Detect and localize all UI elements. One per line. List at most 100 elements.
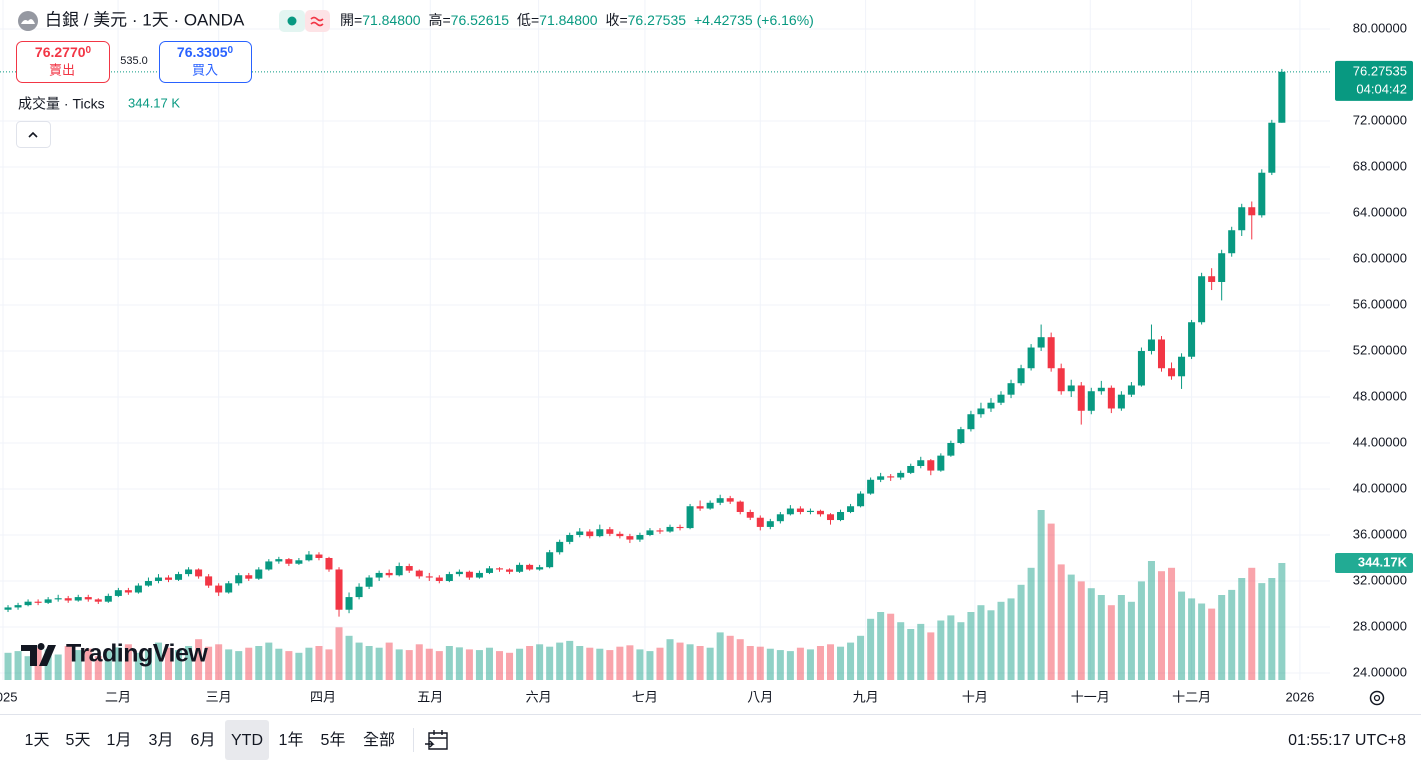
volume-bar [164,647,173,680]
collapse-icon [28,131,38,138]
candle-body [1178,356,1186,377]
volume-bar [1147,561,1155,680]
sell-button[interactable] [16,41,110,83]
volume-bar [365,646,373,680]
volume-bar [1047,523,1055,680]
period-button[interactable]: 全部 [363,731,395,749]
candle-body [295,560,303,564]
volume-bar [887,613,895,680]
volume-bar [325,649,333,680]
candle-body [596,529,604,537]
period-button[interactable]: 6月 [191,732,216,749]
buy-button[interactable] [159,41,252,83]
buy-price: 76.33050 [177,44,234,60]
candle-body [1208,276,1216,282]
volume-bar [806,649,814,680]
candle-body [1057,368,1065,392]
candle-body [154,577,162,581]
candle-body [566,534,574,542]
volume-bar [154,642,162,680]
volume-bar [1037,510,1045,680]
ohlc-label: 高= [428,12,450,28]
volume-bar [897,622,905,680]
candle-body [1137,350,1145,386]
compare-range-icon[interactable] [425,730,448,750]
candle-body [696,506,704,509]
candle-body [857,493,865,507]
volume-bar [1007,598,1015,680]
data-badge-icon [310,16,324,27]
x-tick-label: 五月 [417,689,443,704]
volume-bar [776,650,784,680]
candle-body [816,510,824,515]
volume-bar [706,647,714,680]
candle-body [275,559,283,562]
y-tick-label: 40.00000 [1353,480,1407,495]
symbol-title[interactable]: 白銀 / 美元 · 1天 · OANDA [45,10,245,29]
volume-bar [1208,608,1216,680]
sell-price-small: 0 [86,45,92,56]
volume-bar [816,646,824,680]
market-open-dot [287,16,297,26]
active-period-highlight [225,720,269,760]
settings-icon[interactable] [1369,690,1385,706]
clock[interactable]: 01:55:17 UTC+8 [1288,732,1406,749]
volume-bar [997,601,1005,680]
volume-bar [1127,601,1135,680]
indicator-name[interactable]: 成交量 · Ticks [18,96,105,112]
candle-body [114,590,122,596]
x-tick-label: 十二月 [1172,689,1211,704]
candle-body [365,577,373,587]
volume-bar [144,649,152,680]
volume-bar [1278,562,1286,680]
period-button[interactable]: 1天 [25,732,50,749]
candle-body [1027,347,1035,369]
volume-bar [656,647,664,680]
volume-bar [4,652,12,680]
candle-body [766,521,774,527]
candle-body [786,508,794,515]
volume-tag-label: 344.17K [1358,554,1408,569]
candle-body [485,568,493,573]
volume-bar [175,650,183,680]
volume-bar [335,627,343,680]
period-button[interactable]: 3月 [149,732,174,749]
candle-body [606,529,614,534]
candle-body [315,554,323,558]
candle-body [1067,385,1075,392]
candle-body [375,572,383,578]
volume-bar [345,635,353,680]
candle-body [1037,337,1045,348]
candle-body [84,597,92,600]
period-button[interactable]: 1月 [107,732,132,749]
candle-body [516,564,524,572]
period-button[interactable]: 1年 [279,731,304,749]
candle-body [907,465,915,473]
candle-body [175,574,183,580]
candle-body [1238,207,1246,231]
candle-body [796,508,804,512]
volume-bar [726,635,734,680]
volume-bar [1137,581,1145,680]
buy-price-small: 0 [228,45,234,56]
candle-body [506,569,514,572]
candle-body [967,414,975,430]
last-price-label: 76.27535 [1353,63,1407,78]
volume-bar [134,652,142,680]
volume-bar [295,652,303,680]
period-button[interactable]: YTD [231,732,263,749]
candle-body [265,561,273,570]
candle-body [957,429,965,443]
x-tick-label: 三月 [206,689,232,704]
volume-bar [305,647,313,680]
candle-body [1278,71,1286,123]
candle-body [104,595,112,602]
volume-bar [596,648,604,680]
volume-bar [1238,578,1246,680]
period-button[interactable]: 5天 [66,732,91,749]
data-badge[interactable] [305,10,330,32]
candle-body [917,460,925,466]
volume-bar [1188,598,1196,680]
period-button[interactable]: 5年 [321,731,346,749]
candle-body [1218,253,1226,282]
